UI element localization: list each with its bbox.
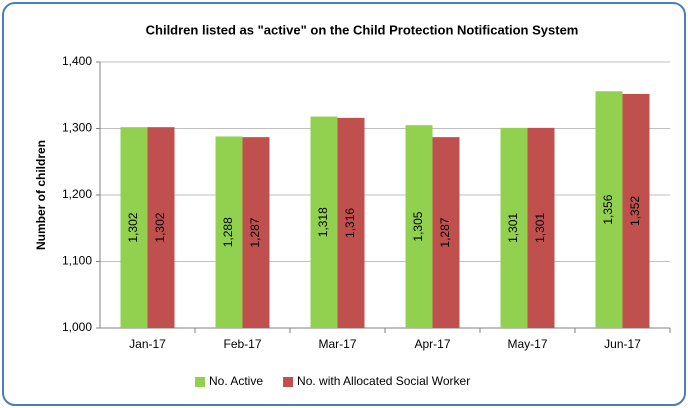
bar — [622, 93, 650, 328]
bar — [310, 116, 338, 328]
value-label: 1,302 — [153, 212, 167, 242]
value-label: 1,287 — [248, 217, 262, 247]
bar — [405, 125, 433, 328]
bar — [337, 117, 365, 328]
bar — [500, 127, 528, 329]
value-label: 1,305 — [411, 211, 425, 241]
x-tick-label: Feb-17 — [223, 337, 261, 351]
bar — [432, 137, 460, 328]
value-label: 1,356 — [601, 194, 615, 224]
bar — [527, 127, 555, 329]
bar — [242, 137, 270, 328]
value-label: 1,302 — [126, 212, 140, 242]
value-label: 1,318 — [316, 207, 330, 237]
value-label: 1,301 — [533, 213, 547, 243]
legend-label: No. Active — [209, 374, 263, 388]
y-tick-label: 1,300 — [62, 121, 92, 135]
legend-swatch — [283, 377, 294, 387]
y-axis-label: Number of children — [34, 140, 48, 250]
x-tick-label: Jan-17 — [129, 337, 166, 351]
value-label: 1,316 — [343, 208, 357, 238]
bar — [595, 91, 623, 328]
chart-title: Children listed as "active" on the Child… — [146, 22, 579, 37]
x-tick-label: Jun-17 — [604, 337, 641, 351]
value-label: 1,288 — [221, 217, 235, 247]
legend-label: No. with Allocated Social Worker — [297, 374, 470, 388]
value-label: 1,352 — [628, 196, 642, 226]
bar — [120, 127, 148, 328]
x-tick-label: Apr-17 — [414, 337, 450, 351]
legend-swatch — [195, 377, 205, 387]
x-tick-label: May-17 — [507, 337, 547, 351]
y-tick-label: 1,400 — [62, 54, 92, 68]
y-tick-label: 1,000 — [62, 320, 92, 334]
y-tick-label: 1,100 — [62, 254, 92, 268]
bar — [147, 127, 175, 328]
x-tick-label: Mar-17 — [318, 337, 356, 351]
value-label: 1,287 — [438, 217, 452, 247]
y-tick-label: 1,200 — [62, 187, 92, 201]
value-label: 1,301 — [506, 213, 520, 243]
bar — [215, 136, 243, 328]
